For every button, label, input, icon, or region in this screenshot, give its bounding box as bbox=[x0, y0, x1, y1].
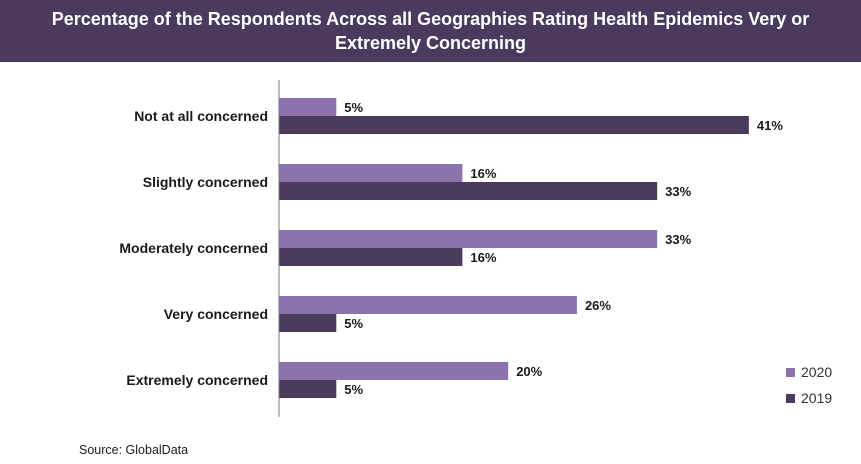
legend-swatch-2019 bbox=[786, 394, 795, 403]
source-note: Source: GlobalData bbox=[79, 443, 189, 457]
bar-2020 bbox=[279, 296, 577, 314]
bar-chart: Not at all concerned 5% 41% Slightly concer… bbox=[119, 80, 832, 417]
data-label-2019: 16% bbox=[470, 250, 496, 265]
chart-title: Percentage of the Respondents Across all… bbox=[51, 9, 810, 53]
bar-2019 bbox=[279, 380, 337, 398]
category-label: Not at all concerned bbox=[134, 108, 268, 124]
chart-title-bar: Percentage of the Respondents Across all… bbox=[0, 0, 861, 62]
data-label-2020: 5% bbox=[344, 100, 363, 115]
category-label: Slightly concerned bbox=[143, 174, 268, 190]
bar-2019 bbox=[279, 314, 337, 332]
bar-2019 bbox=[279, 248, 463, 266]
data-label-2019: 5% bbox=[344, 382, 363, 397]
data-label-2020: 20% bbox=[516, 364, 542, 379]
data-label-2020: 26% bbox=[585, 298, 611, 313]
category-label: Moderately concerned bbox=[119, 240, 268, 256]
bar-2019 bbox=[279, 116, 749, 134]
category-label: Extremely concerned bbox=[126, 372, 268, 388]
legend-label-2020: 2020 bbox=[801, 364, 832, 380]
data-label-2019: 41% bbox=[757, 118, 783, 133]
bar-2020 bbox=[279, 164, 463, 182]
category-label: Very concerned bbox=[164, 306, 268, 322]
data-label-2020: 33% bbox=[665, 232, 691, 247]
legend-label-2019: 2019 bbox=[801, 390, 832, 406]
legend-swatch-2020 bbox=[786, 368, 795, 377]
bar-2019 bbox=[279, 182, 658, 200]
bar-2020 bbox=[279, 230, 658, 248]
bar-2020 bbox=[279, 98, 337, 116]
data-label-2019: 5% bbox=[344, 316, 363, 331]
bar-2020 bbox=[279, 362, 509, 380]
data-label-2020: 16% bbox=[470, 166, 496, 181]
data-label-2019: 33% bbox=[665, 184, 691, 199]
